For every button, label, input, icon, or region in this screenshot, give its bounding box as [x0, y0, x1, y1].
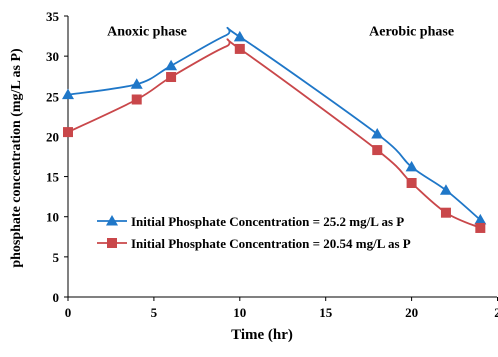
y-tick-label: 15	[46, 170, 60, 185]
legend: Initial Phosphate Concentration = 25.2 m…	[97, 214, 411, 251]
phase-annotation: Aerobic phase	[369, 24, 454, 39]
y-tick-label: 0	[53, 290, 60, 305]
phase-annotation: Anoxic phase	[107, 24, 187, 39]
y-tick-label: 20	[46, 129, 59, 144]
x-tick-label: 20	[405, 305, 418, 320]
data-point-marker	[371, 128, 384, 139]
data-point-marker	[166, 72, 177, 83]
data-point-marker	[63, 127, 73, 138]
series-2	[63, 38, 486, 233]
series-line	[67, 26, 481, 221]
x-ticks: 0 5 10 15 20 2	[65, 297, 498, 320]
x-tick-label: 0	[65, 305, 72, 320]
y-tick-label: 30	[46, 49, 59, 64]
legend-entry: Initial Phosphate Concentration = 25.2 m…	[131, 214, 404, 229]
data-point-marker	[405, 160, 418, 172]
axes	[67, 16, 497, 298]
x-axis-label: Time (hr)	[231, 327, 293, 343]
legend-marker	[107, 238, 117, 248]
series-layer	[62, 26, 487, 233]
data-point-marker	[406, 177, 417, 188]
data-point-marker	[474, 213, 487, 225]
data-point-marker	[131, 94, 142, 105]
y-axis-label: phosphate concentration (mg/L as P)	[9, 48, 24, 268]
data-point-marker	[233, 30, 246, 42]
x-tick-label: 2	[494, 305, 498, 320]
legend-entry: Initial Phosphate Concentration = 20.54 …	[131, 236, 411, 251]
data-point-marker	[62, 88, 74, 100]
x-tick-label: 5	[151, 305, 158, 320]
x-tick-label: 15	[319, 305, 333, 320]
series-1	[62, 26, 487, 225]
x-tick-label: 10	[233, 305, 246, 320]
y-tick-label: 35	[46, 9, 60, 24]
series-line	[67, 38, 481, 229]
data-point-marker	[440, 207, 451, 218]
y-tick-label: 5	[53, 250, 60, 265]
data-point-marker	[475, 222, 486, 233]
data-point-marker	[234, 43, 245, 54]
y-tick-label: 10	[46, 210, 59, 225]
data-point-marker	[372, 145, 383, 156]
annotation-layer: Anoxic phase Aerobic phase	[107, 24, 454, 39]
data-point-marker	[439, 184, 452, 195]
data-point-marker	[130, 78, 143, 89]
y-tick-label: 25	[46, 89, 60, 104]
y-ticks: 0 5 10 15 20 25 30 35	[46, 9, 68, 305]
data-point-marker	[165, 59, 178, 71]
legend-marker	[106, 215, 118, 226]
